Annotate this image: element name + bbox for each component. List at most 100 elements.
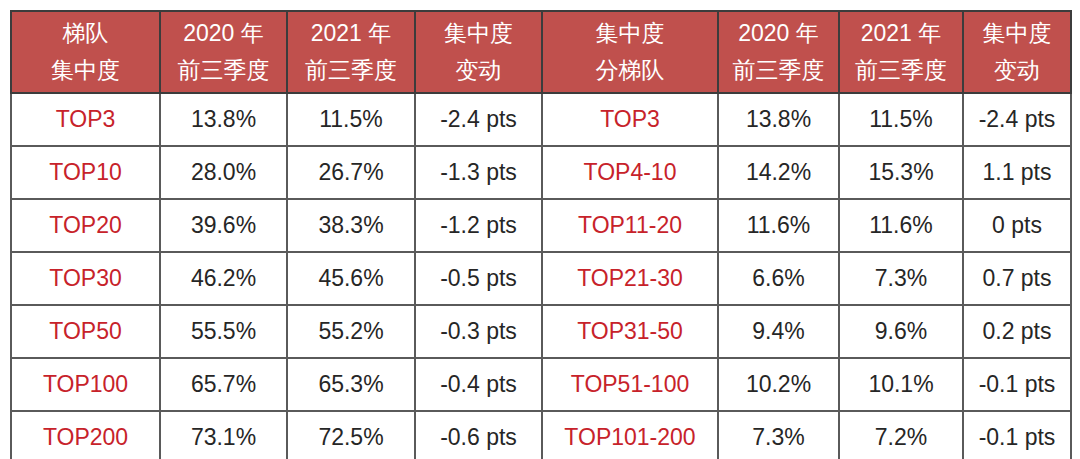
header-2020-q1-3: 2020 年 前三季度 (160, 11, 287, 93)
header-line: 2021 年 (861, 22, 942, 45)
header-line: 梯队 (63, 22, 109, 45)
table-header: 梯队 集中度 2020 年 前三季度 2021 年 前三季度 (11, 11, 1071, 93)
header-line: 集中度 (596, 22, 665, 45)
value-cell: -1.2 pts (415, 199, 542, 252)
value-cell: -2.4 pts (963, 93, 1071, 146)
value-cell: 14.2% (718, 146, 839, 199)
table-row: TOP3 13.8% 11.5% -2.4 pts TOP3 13.8% 11.… (11, 93, 1071, 146)
header-tier-stack: 梯队 集中度 (12, 12, 159, 92)
tier-label-cell: TOP3 (542, 93, 718, 146)
value-cell: 15.3% (839, 146, 963, 199)
value-cell: 11.5% (287, 93, 415, 146)
tier-label-cell: TOP50 (11, 305, 160, 358)
value-cell: -0.5 pts (415, 252, 542, 305)
value-cell: 6.6% (718, 252, 839, 305)
value-cell: -0.4 pts (415, 358, 542, 411)
header-2020-q1-3-split: 2020 年 前三季度 (718, 11, 839, 93)
header-2021-q1-3-split: 2021 年 前三季度 (839, 11, 963, 93)
value-cell: 10.1% (839, 358, 963, 411)
value-cell: 72.5% (287, 411, 415, 459)
tier-label-cell: TOP31-50 (542, 305, 718, 358)
header-line: 集中度 (983, 22, 1052, 45)
header-row: 梯队 集中度 2020 年 前三季度 2021 年 前三季度 (11, 11, 1071, 93)
table-row: TOP50 55.5% 55.2% -0.3 pts TOP31-50 9.4%… (11, 305, 1071, 358)
tier-label-cell: TOP21-30 (542, 252, 718, 305)
value-cell: 11.6% (839, 199, 963, 252)
header-line: 2020 年 (183, 22, 264, 45)
header-tier: 梯队 集中度 (11, 11, 160, 93)
header-line: 前三季度 (305, 59, 397, 82)
value-cell: 7.3% (839, 252, 963, 305)
value-cell: 45.6% (287, 252, 415, 305)
header-line: 变动 (994, 59, 1040, 82)
page-background: 梯队 集中度 2020 年 前三季度 2021 年 前三季度 (0, 0, 1080, 459)
value-cell: 7.2% (839, 411, 963, 459)
table-row: TOP30 46.2% 45.6% -0.5 pts TOP21-30 6.6%… (11, 252, 1071, 305)
value-cell: 9.6% (839, 305, 963, 358)
tier-label-cell: TOP30 (11, 252, 160, 305)
value-cell: 65.3% (287, 358, 415, 411)
table-row: TOP100 65.7% 65.3% -0.4 pts TOP51-100 10… (11, 358, 1071, 411)
header-2021-stack: 2021 年 前三季度 (288, 12, 414, 92)
value-cell: 0.2 pts (963, 305, 1071, 358)
value-cell: -0.6 pts (415, 411, 542, 459)
tier-label-cell: TOP200 (11, 411, 160, 459)
value-cell: 10.2% (718, 358, 839, 411)
header-line: 集中度 (444, 22, 513, 45)
value-cell: -0.1 pts (963, 411, 1071, 459)
value-cell: -1.3 pts (415, 146, 542, 199)
tier-label-cell: TOP100 (11, 358, 160, 411)
value-cell: 28.0% (160, 146, 287, 199)
value-cell: 46.2% (160, 252, 287, 305)
value-cell: -2.4 pts (415, 93, 542, 146)
header-line: 前三季度 (855, 59, 947, 82)
header-change-split-stack: 集中度 变动 (964, 12, 1070, 92)
value-cell: 39.6% (160, 199, 287, 252)
tier-label-cell: TOP51-100 (542, 358, 718, 411)
header-line: 变动 (456, 59, 502, 82)
value-cell: 11.6% (718, 199, 839, 252)
value-cell: 55.5% (160, 305, 287, 358)
value-cell: 38.3% (287, 199, 415, 252)
header-line: 前三季度 (178, 59, 270, 82)
header-change: 集中度 变动 (415, 11, 542, 93)
tier-label-cell: TOP10 (11, 146, 160, 199)
table-body: TOP3 13.8% 11.5% -2.4 pts TOP3 13.8% 11.… (11, 93, 1071, 459)
header-2021-q1-3: 2021 年 前三季度 (287, 11, 415, 93)
header-line: 集中度 (51, 59, 120, 82)
value-cell: 73.1% (160, 411, 287, 459)
header-2020-stack: 2020 年 前三季度 (161, 12, 286, 92)
header-line: 2020 年 (738, 22, 819, 45)
header-change-stack: 集中度 变动 (416, 12, 541, 92)
value-cell: 65.7% (160, 358, 287, 411)
value-cell: 0 pts (963, 199, 1071, 252)
value-cell: 11.5% (839, 93, 963, 146)
tier-label-cell: TOP4-10 (542, 146, 718, 199)
tier-label-cell: TOP101-200 (542, 411, 718, 459)
tier-label-cell: TOP11-20 (542, 199, 718, 252)
value-cell: -0.1 pts (963, 358, 1071, 411)
header-2020-split-stack: 2020 年 前三季度 (719, 12, 838, 92)
value-cell: 0.7 pts (963, 252, 1071, 305)
header-tier-split: 集中度 分梯队 (542, 11, 718, 93)
header-line: 前三季度 (733, 59, 825, 82)
header-change-split: 集中度 变动 (963, 11, 1071, 93)
tier-label-cell: TOP3 (11, 93, 160, 146)
header-line: 分梯队 (596, 59, 665, 82)
value-cell: 9.4% (718, 305, 839, 358)
value-cell: 7.3% (718, 411, 839, 459)
table-row: TOP20 39.6% 38.3% -1.2 pts TOP11-20 11.6… (11, 199, 1071, 252)
header-tier-split-stack: 集中度 分梯队 (543, 12, 717, 92)
value-cell: 1.1 pts (963, 146, 1071, 199)
value-cell: -0.3 pts (415, 305, 542, 358)
value-cell: 26.7% (287, 146, 415, 199)
table-row: TOP200 73.1% 72.5% -0.6 pts TOP101-200 7… (11, 411, 1071, 459)
header-line: 2021 年 (311, 22, 392, 45)
tier-label-cell: TOP20 (11, 199, 160, 252)
table-row: TOP10 28.0% 26.7% -1.3 pts TOP4-10 14.2%… (11, 146, 1071, 199)
value-cell: 13.8% (718, 93, 839, 146)
value-cell: 55.2% (287, 305, 415, 358)
tier-concentration-table: 梯队 集中度 2020 年 前三季度 2021 年 前三季度 (10, 10, 1072, 459)
header-2021-split-stack: 2021 年 前三季度 (840, 12, 962, 92)
value-cell: 13.8% (160, 93, 287, 146)
